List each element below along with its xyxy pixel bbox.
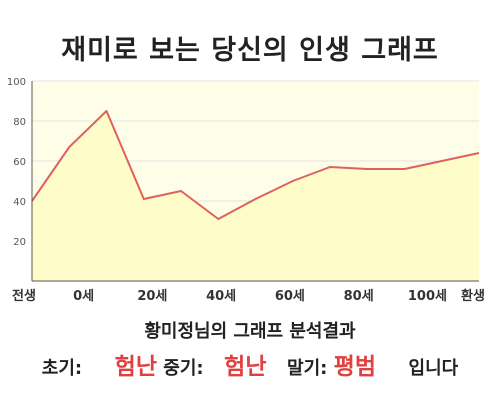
x-tick-label: 100세 bbox=[408, 289, 447, 304]
analysis-result: 초기: 험난 중기: 험난 말기: 평범 입니다 bbox=[0, 347, 500, 381]
x-tick-label: 0세 bbox=[73, 289, 94, 304]
y-tick-label: 100 bbox=[7, 77, 26, 88]
x-tick-label: 환생 bbox=[461, 288, 485, 304]
x-tick-label: 40세 bbox=[206, 289, 236, 304]
x-tick-labels: 전생 0세 20세 40세 60세 80세 100세 환생 bbox=[12, 288, 485, 304]
late-value: 평범 bbox=[333, 354, 376, 380]
result-suffix: 입니다 bbox=[408, 358, 459, 379]
area-series-fill bbox=[32, 111, 479, 281]
y-tick-label: 60 bbox=[13, 157, 26, 168]
chart-title: 재미로 보는 당신의 인생 그래프 bbox=[61, 35, 439, 66]
x-tick-label: 80세 bbox=[344, 289, 374, 304]
early-value: 험난 bbox=[114, 354, 157, 380]
series-line bbox=[31, 110, 480, 220]
late-label: 말기: bbox=[287, 358, 328, 379]
y-tick-label: 40 bbox=[13, 197, 26, 208]
x-tick-label: 전생 bbox=[12, 288, 36, 304]
analysis-heading: 황미정님의 그래프 분석결과 bbox=[144, 321, 356, 342]
y-tick-label: 20 bbox=[13, 237, 26, 248]
y-tick-label: 80 bbox=[13, 117, 26, 128]
early-label: 초기: bbox=[41, 358, 83, 379]
axes bbox=[31, 81, 479, 282]
mid-label: 중기: bbox=[163, 358, 204, 379]
x-tick-label: 20세 bbox=[137, 289, 167, 304]
y-tick-labels: 20 40 60 80 100 bbox=[7, 77, 26, 248]
mid-value: 험난 bbox=[224, 354, 267, 380]
x-tick-label: 60세 bbox=[275, 289, 305, 304]
